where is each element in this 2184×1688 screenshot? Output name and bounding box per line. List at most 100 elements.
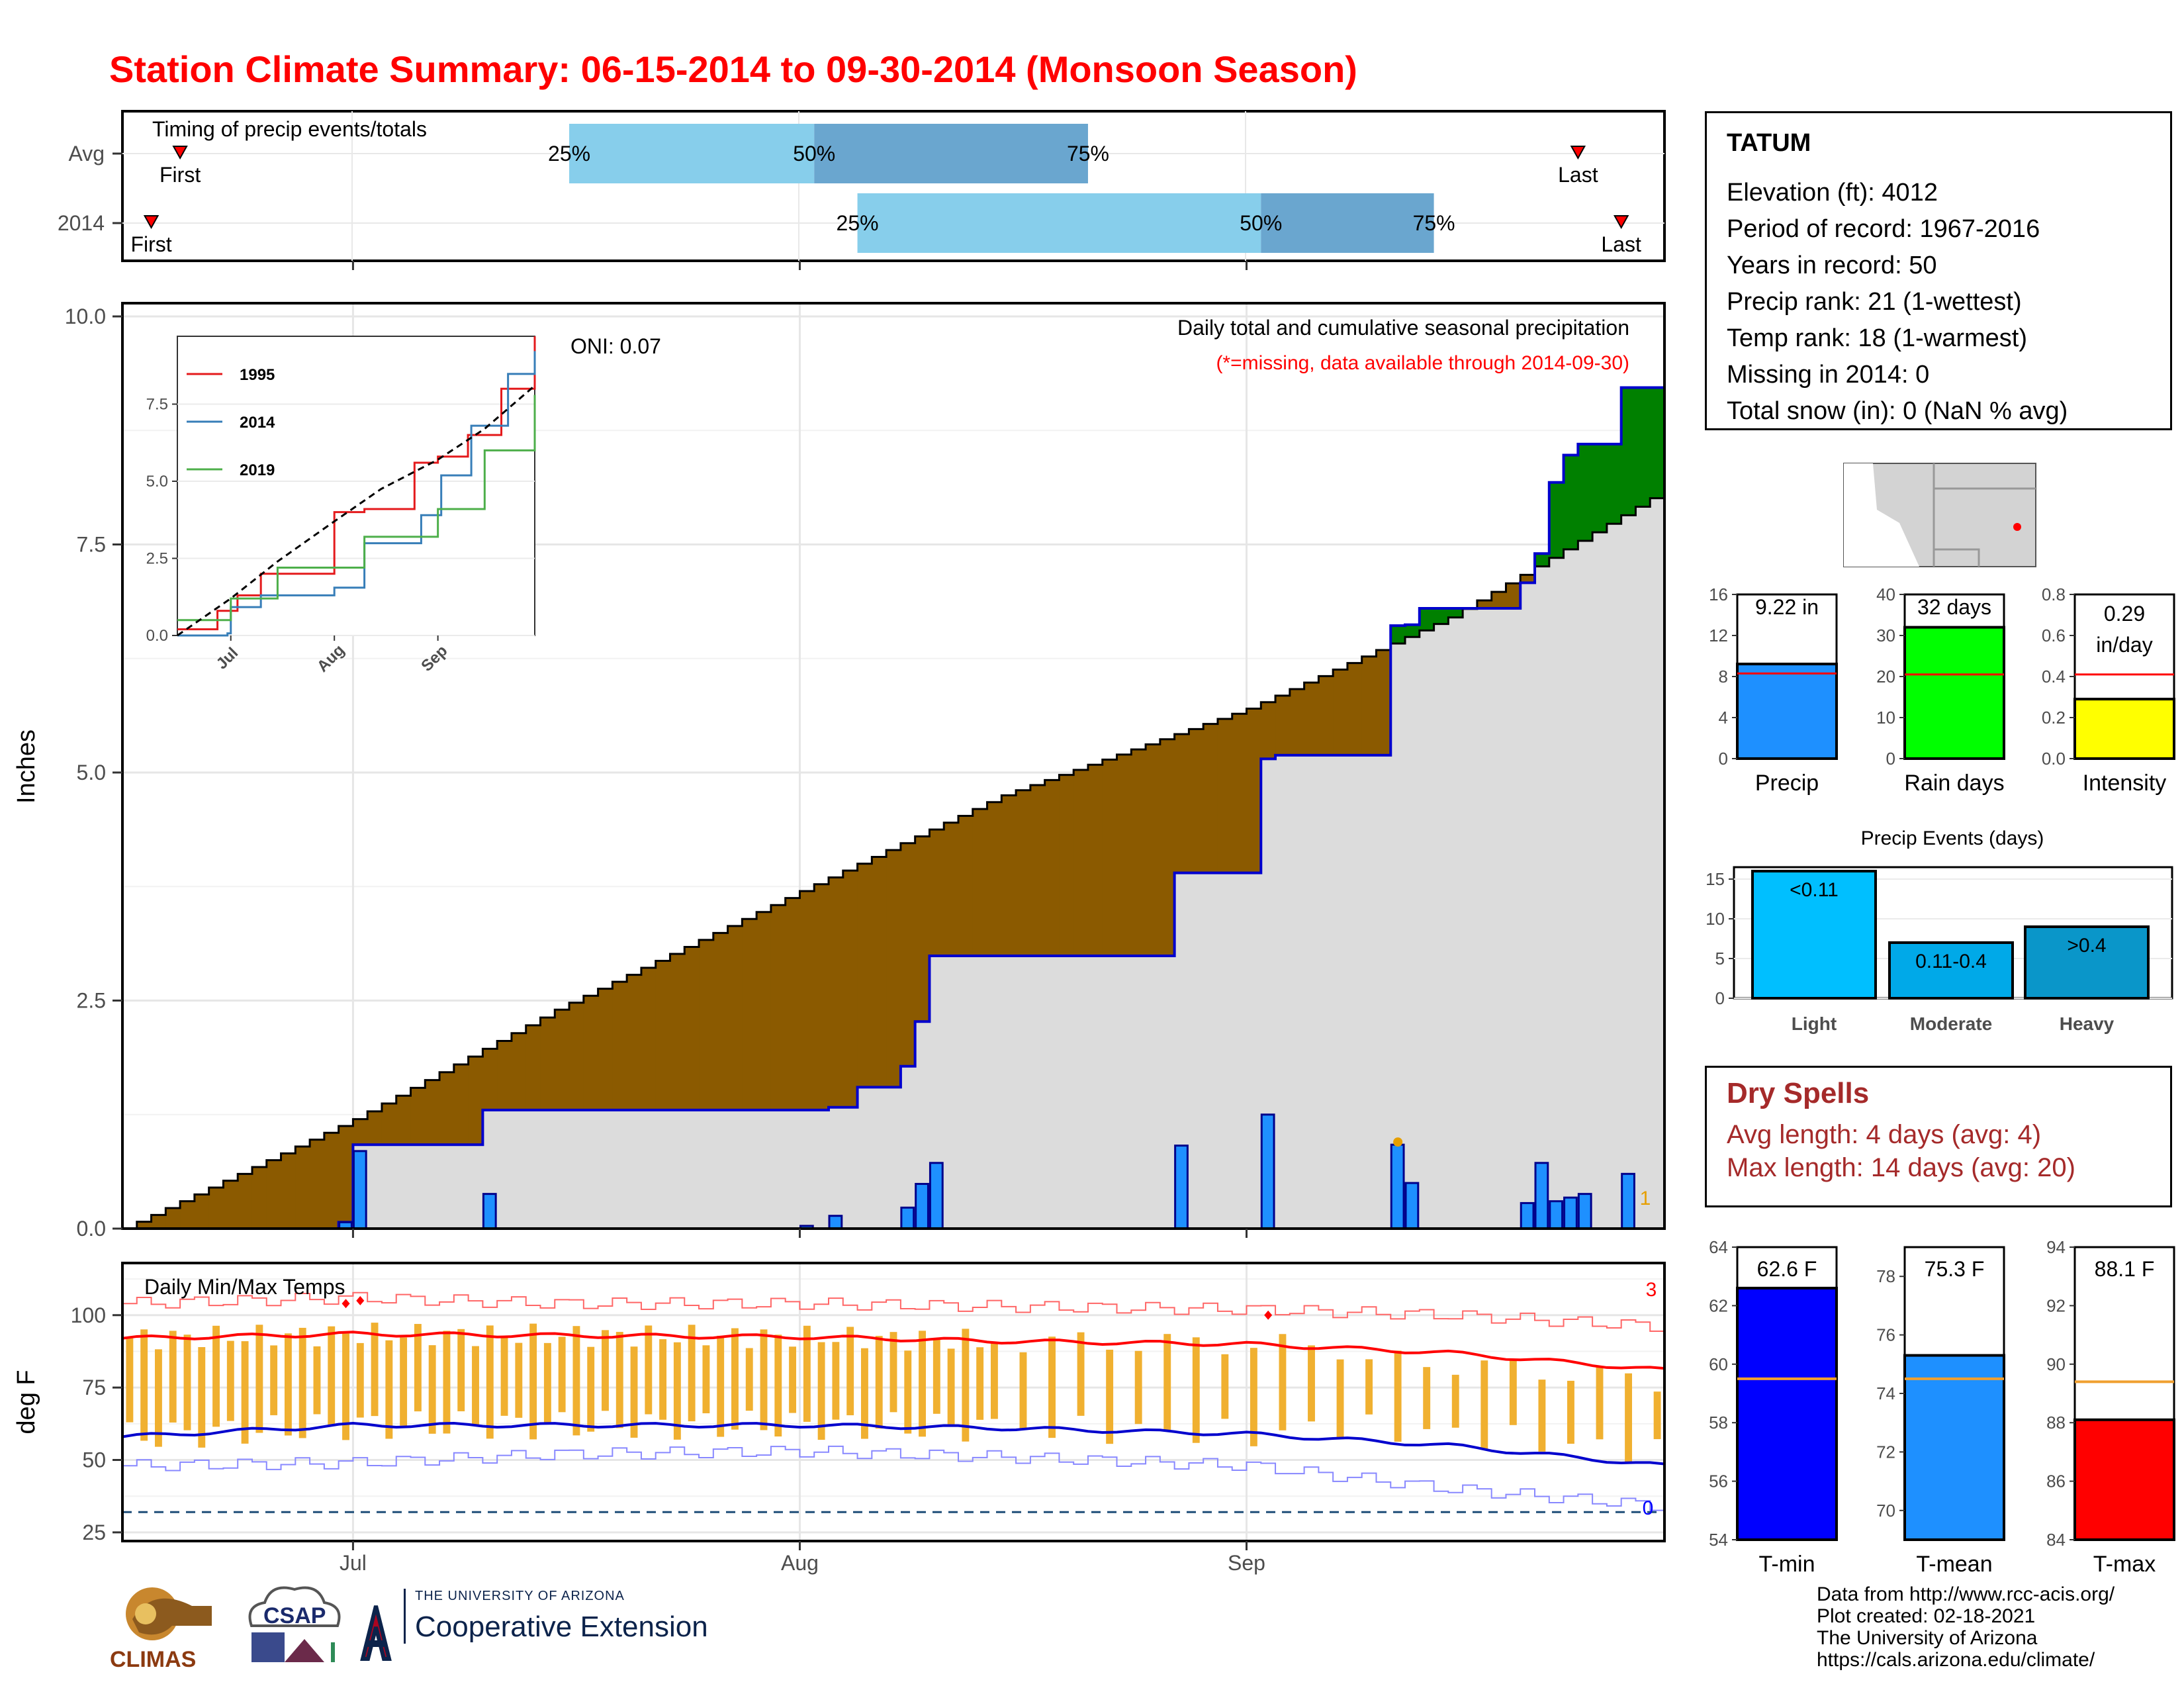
timing-first-marker [172,146,188,160]
timing-box-25-50 [569,124,815,183]
deficit-area [1217,718,1233,873]
timing-row-label: Avg [68,142,105,165]
daily-temp-bar [1538,1380,1546,1452]
daily-precip-bar [915,1182,929,1230]
surplus-area [1578,444,1593,541]
deficit-area [987,802,1002,956]
surplus-area [1650,387,1665,498]
timing-label-75: 75% [1413,211,1455,235]
temp-panel-frame [121,1262,1666,1542]
daily-precip-bar [1534,1162,1549,1230]
record-min-line [122,1445,1665,1511]
tempbar-t-mean [1903,1354,2005,1542]
daily-temp-bar [861,1348,868,1439]
tempbar-t-min [1736,1286,1838,1541]
deficit-area [540,1017,555,1110]
events-value-label: <0.11 [1790,879,1839,901]
avg-min-line [122,1422,1665,1466]
deficit-area [1102,759,1118,956]
climas-logo: CLIMAS [110,1587,212,1672]
tempbar-tick: 92 [2046,1295,2066,1315]
daily-temp-bar [1509,1360,1517,1425]
deficit-area [555,1009,570,1110]
daily-temp-bar [947,1348,955,1427]
deficit-area [929,829,944,956]
tempbar-tick: 64 [1709,1237,1728,1257]
surplus-area [1419,608,1435,631]
deficit-area [1261,702,1276,759]
tempbar-label: T-max [2093,1552,2156,1577]
events-bar-heavy [2024,925,2150,1000]
credits: Data from http://www.rcc-acis.org/ Plot … [1817,1583,2115,1671]
daily-temp-bar [774,1335,782,1437]
surplus-area [1563,455,1578,549]
tempbar-tick: 58 [1709,1413,1728,1432]
tempbar-label: T-min [1759,1552,1815,1577]
daily-temp-bar [889,1332,897,1413]
ua-extension-logo: THE UNIVERSITY OF ARIZONA Cooperative Ex… [404,1589,708,1644]
daily-temp-bar [284,1333,292,1436]
summary-tick: 0.8 [2042,585,2066,604]
daily-temp-bar [472,1346,479,1427]
tempbar-tick: 62 [1709,1295,1728,1315]
daily-precip-bar [929,1162,944,1230]
surplus-area [1549,482,1565,558]
summary-tick: 0 [1886,749,1895,769]
deficit-area [180,1201,195,1229]
tempbar-tick: 56 [1709,1472,1728,1491]
tempbar-tick: 78 [1876,1266,1895,1286]
daily-temp-bar [919,1331,926,1437]
deficit-area [785,898,800,1110]
deficit-area [799,891,815,1110]
station-period: Period of record: 1967-2016 [1727,215,2040,243]
temp-panel: 25 50 75 100 Jul Aug Sep Daily Min/Max Temps 3… [13,1262,1666,1575]
timing-first-label: First [130,232,171,256]
page-title: Station Climate Summary: 06-15-2014 to 0… [109,48,1357,90]
daily-precip-bar [1260,1113,1275,1230]
station-temp-rank: Temp rank: 18 (1-warmest) [1727,324,2028,352]
summary-bar-0 [1736,663,1838,761]
daily-precip-bar [1520,1201,1535,1230]
deficit-area [972,809,988,956]
daily-temp-bar [745,1348,753,1411]
temp-xtick-label: Jul [340,1551,367,1575]
deficit-area [136,1221,152,1229]
tempbar-tick: 86 [2046,1472,2066,1491]
temp-ylabel: deg F [13,1370,40,1434]
deficit-area [1333,669,1348,755]
temp-ytick-label: 75 [82,1376,106,1399]
credit-line-2: Plot created: 02-18-2021 [1817,1605,2036,1627]
precip-ytick-label: 2.5 [77,989,106,1013]
daily-temp-bar [673,1342,681,1440]
timing-box-25-50 [857,193,1261,253]
deficit-area [194,1194,210,1229]
dry-spells-box: Dry Spells Avg length: 4 days (avg: 4) M… [1705,1066,2172,1207]
deficit-area [900,843,916,1066]
daily-temp-bar [976,1347,984,1420]
deficit-area [425,1080,440,1145]
summary-tick: 40 [1876,585,1895,604]
deficit-area [857,863,872,1088]
station-precip-rank: Precip rank: 21 (1-wettest) [1727,288,2022,316]
timing-label-50: 50% [793,142,835,165]
station-snow: Total snow (in): 0 (NaN % avg) [1727,397,2068,425]
deficit-area [367,1111,383,1145]
deficit-area [1347,663,1363,755]
deficit-area [1275,695,1291,755]
deficit-area [727,925,743,1110]
daily-temp-bar [645,1325,653,1415]
dry-max-length: Max length: 14 days (avg: 20) [1727,1153,2075,1182]
deficit-area [569,1002,584,1110]
deficit-area [1246,708,1261,873]
daily-temp-bar [140,1329,148,1441]
summary-bar-label: Precip [1755,771,1819,796]
daily-temp-bar [1480,1360,1488,1450]
deficit-area [338,1125,353,1223]
daily-temp-bar [1451,1374,1459,1428]
daily-temp-bar [414,1324,422,1412]
credit-line-4: https://cals.arizona.edu/climate/ [1817,1649,2095,1671]
surplus-area [1635,387,1651,507]
inset-ytick-label: 0.0 [146,627,168,645]
daily-temp-bar [1048,1336,1056,1438]
